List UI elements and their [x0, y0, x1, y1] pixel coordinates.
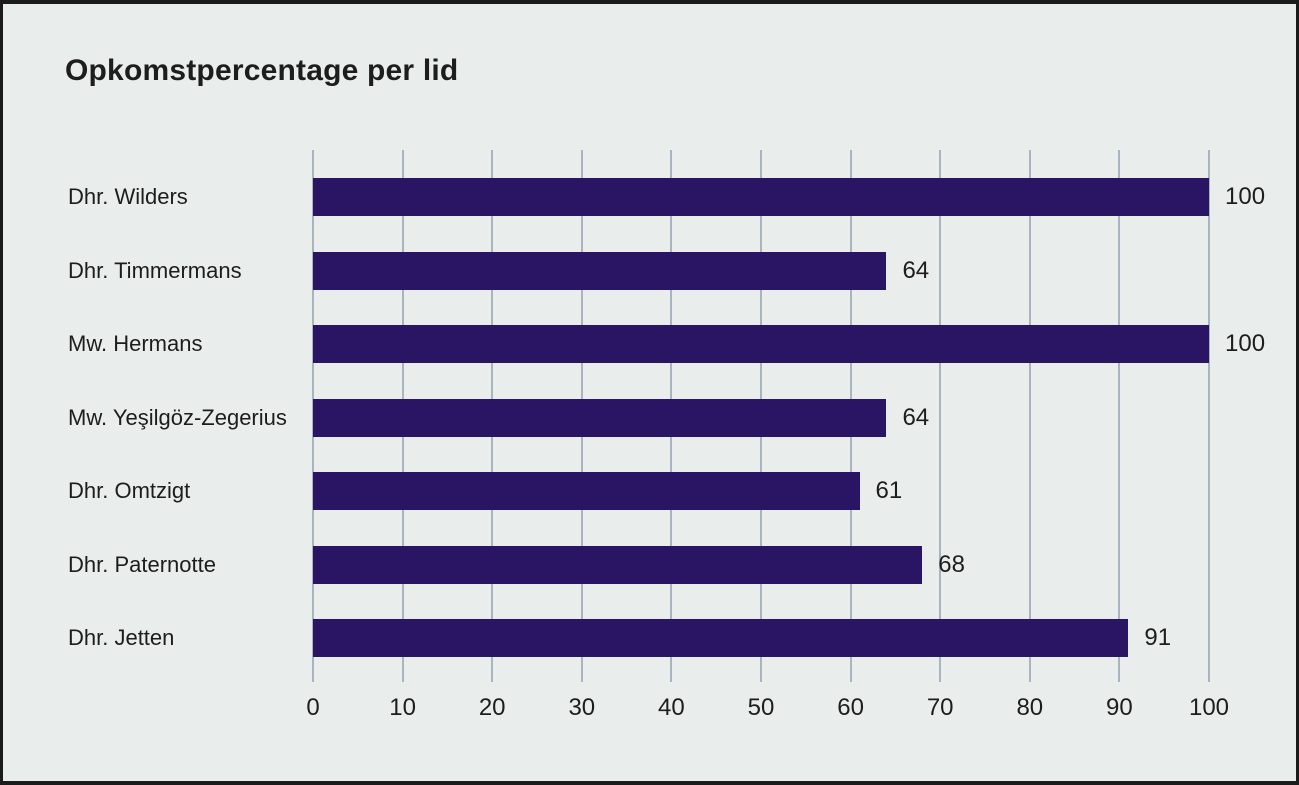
- category-label: Mw. Hermans: [68, 331, 203, 356]
- category-label: Dhr. Omtzigt: [68, 478, 191, 503]
- value-label: 100: [1225, 330, 1266, 357]
- gridline: [1208, 150, 1210, 682]
- x-axis-tick-label: 20: [478, 694, 506, 721]
- frame-border-top: [0, 0, 1299, 4]
- category-label: Dhr. Jetten: [68, 625, 175, 650]
- x-axis-tick-label: 40: [658, 694, 685, 721]
- value-label: 68: [938, 550, 965, 578]
- value-label: 64: [902, 403, 930, 431]
- x-axis-tick-label: 30: [568, 694, 596, 721]
- value-label: 100: [1225, 183, 1266, 210]
- category-label: Dhr. Paternotte: [68, 551, 216, 577]
- bar: [313, 472, 860, 510]
- x-axis-tick-label: 70: [926, 694, 954, 721]
- bar: [313, 178, 1209, 216]
- gridline: [1028, 150, 1031, 682]
- value-label: 61: [875, 477, 903, 504]
- category-label: Dhr. Wilders: [68, 184, 188, 209]
- category-label: Dhr. Timmermans: [68, 257, 242, 283]
- bar: [313, 325, 1209, 363]
- x-axis-tick-label: 90: [1106, 694, 1133, 721]
- value-label: 91: [1144, 624, 1172, 651]
- frame-border-right: [1296, 0, 1299, 785]
- gridline: [1118, 150, 1121, 682]
- bar: [313, 251, 887, 290]
- x-axis-tick-label: 0: [306, 694, 320, 721]
- category-label: Mw. Yeşilgöz-Zegerius: [68, 404, 287, 430]
- x-axis-tick-label: 100: [1188, 694, 1230, 721]
- x-axis-tick-label: 60: [837, 694, 864, 721]
- x-axis-tick-label: 50: [747, 694, 775, 721]
- frame-border-left: [0, 0, 3, 785]
- gridline: [939, 150, 942, 682]
- x-axis-tick-label: 80: [1016, 694, 1044, 721]
- bar: [313, 619, 1129, 657]
- frame-border-bottom: [0, 781, 1299, 785]
- bar: [313, 545, 923, 584]
- x-axis-tick-label: 10: [389, 694, 416, 721]
- value-label: 64: [902, 256, 930, 284]
- chart-title: Opkomstpercentage per lid: [65, 54, 459, 87]
- bar: [313, 398, 887, 437]
